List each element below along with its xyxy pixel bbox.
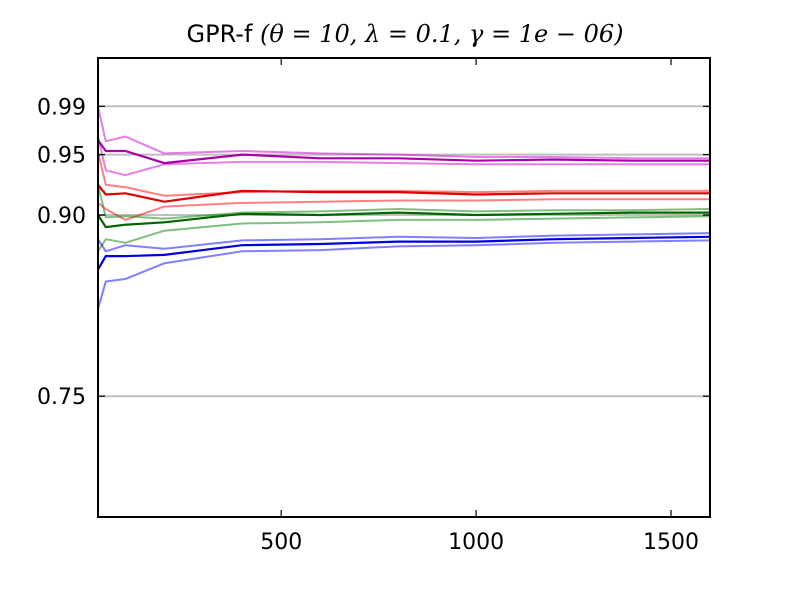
series-line-13 — [97, 211, 710, 229]
series-line-15 — [97, 239, 711, 310]
series-line-7 — [97, 139, 710, 165]
series-line-12 — [97, 215, 711, 252]
series-line-6 — [97, 136, 710, 177]
series-line-8 — [97, 151, 710, 197]
y-tick-label: 0.90 — [37, 204, 86, 229]
x-tick-label: 500 — [260, 530, 302, 555]
series-line-5 — [97, 106, 710, 160]
series-line-14 — [97, 232, 711, 253]
series-line-16 — [97, 235, 711, 270]
x-tick-label: 1500 — [643, 530, 699, 555]
chart-title-prefix: GPR-f — [187, 20, 261, 48]
series-line-11 — [97, 184, 711, 220]
y-tick-label: 0.95 — [37, 144, 86, 169]
plot-frame — [97, 57, 711, 518]
y-tick-label: 0.75 — [37, 385, 86, 410]
series-line-10 — [97, 184, 710, 203]
x-tick-label: 1000 — [448, 530, 504, 555]
y-axis: 0.75 0.90 0.95 0.99 — [37, 95, 710, 410]
plot-area — [97, 105, 711, 398]
x-axis: 500 1000 1500 — [260, 58, 699, 555]
y-tick-label: 0.99 — [37, 95, 86, 120]
chart-title-math: (θ = 10, λ = 0.1, γ = 1e − 06) — [260, 20, 623, 48]
chart-title: GPR-f (θ = 10, λ = 0.1, γ = 1e − 06) — [187, 20, 624, 48]
